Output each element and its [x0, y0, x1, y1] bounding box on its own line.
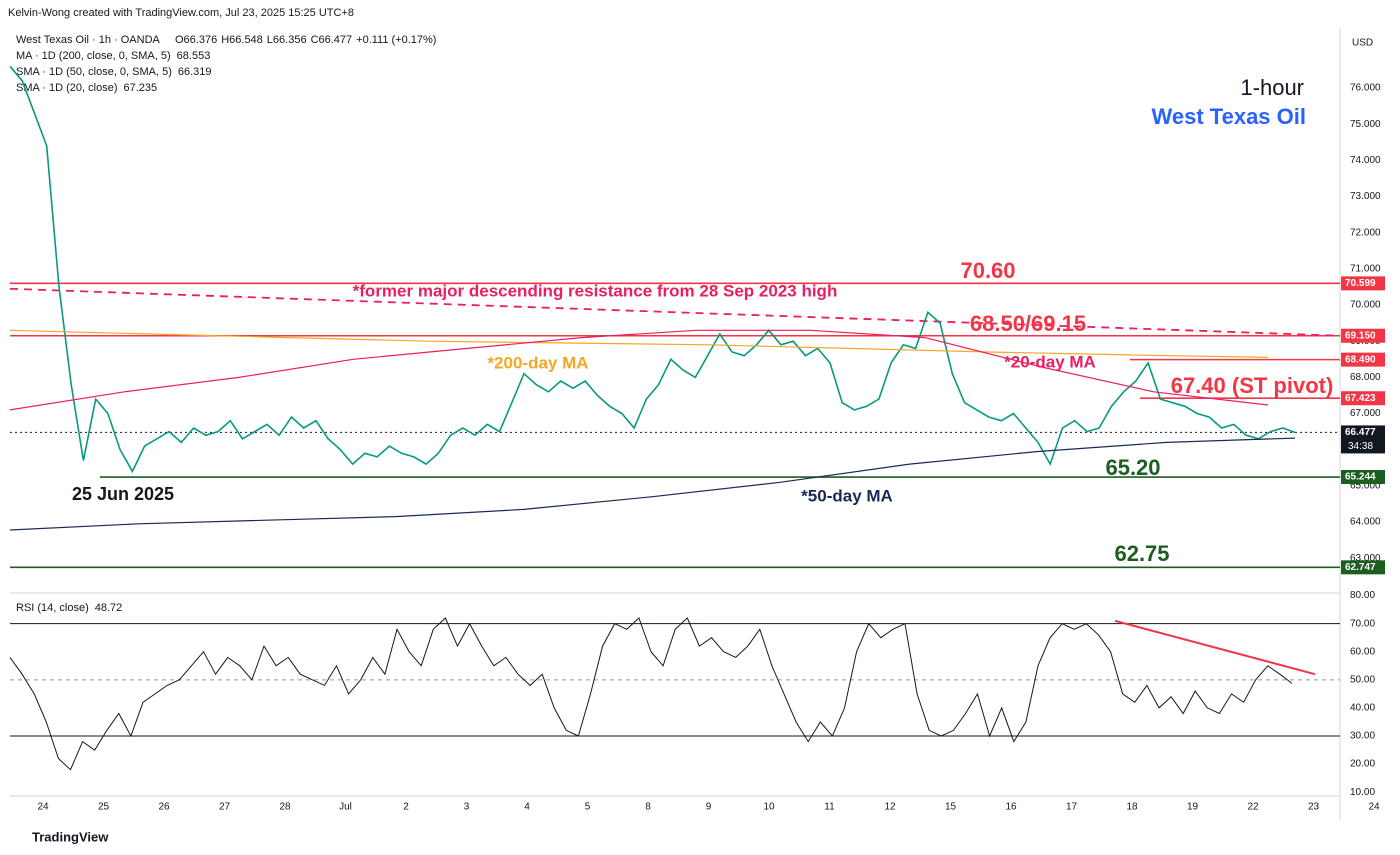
y-tick-label: 72.000 [1350, 227, 1381, 238]
x-tick-label: 11 [824, 802, 835, 813]
currency[interactable]: USD [1352, 38, 1373, 49]
y-tick-label: 40.00 [1350, 703, 1375, 714]
legend-ohlc: +0.111 (+0.17%) [356, 34, 436, 46]
price-badge-label: 66.477 [1345, 427, 1376, 438]
x-tick-label: 16 [1005, 802, 1017, 813]
y-tick-label: 63.000 [1350, 553, 1381, 564]
x-tick-label: 27 [219, 802, 231, 813]
price-badge-label: 68.490 [1345, 354, 1376, 365]
x-tick-label: 24 [37, 802, 49, 813]
y-tick-label: 80.00 [1350, 590, 1375, 601]
legend-label: MA · 1D (200, close, 0, SMA, 5) [16, 50, 171, 62]
x-tick-label: Jul [339, 802, 352, 813]
x-tick-label: 24 [1368, 802, 1380, 813]
price-badge-label: 69.150 [1345, 330, 1376, 341]
price-badge [1341, 470, 1385, 485]
ma-line [9, 329, 1269, 358]
rsi-title: RSI (14, close) [16, 602, 89, 614]
y-tick-label: 20.00 [1350, 759, 1375, 770]
y-tick-label: 67.000 [1350, 408, 1381, 419]
x-tick-label: 17 [1066, 802, 1078, 813]
x-tick-label: 3 [464, 802, 470, 813]
price-badge-label: 67.423 [1345, 393, 1376, 404]
legend-value: 66.319 [178, 66, 212, 78]
x-tick-label: 19 [1187, 802, 1199, 813]
y-tick-label: 70.00 [1350, 618, 1375, 629]
credit: Kelvin-Wong created with TradingView.com… [8, 7, 354, 19]
price-badge [1341, 352, 1385, 367]
price-badge [1341, 328, 1385, 343]
y-tick-label: 64.000 [1350, 517, 1381, 528]
x-tick-label: 23 [1308, 802, 1320, 813]
footer: TradingView [32, 829, 109, 844]
annotation: *200-day MA [487, 353, 588, 372]
y-tick-label: 75.000 [1350, 119, 1381, 130]
price-line [9, 65, 1296, 474]
x-tick-label: 12 [884, 802, 896, 813]
y-tick-label: 74.000 [1350, 155, 1381, 166]
x-tick-label: 26 [158, 802, 170, 813]
y-tick-label: 68.000 [1350, 372, 1381, 383]
resistance-line [9, 287, 1341, 337]
legend-ohlc: O66.376 [175, 34, 217, 46]
price-badge [1341, 560, 1385, 575]
legend-symbol: West Texas Oil · 1h · OANDA [16, 34, 161, 46]
annotation: *50-day MA [801, 486, 893, 505]
price-badge [1341, 276, 1385, 291]
y-tick-label: 71.000 [1350, 263, 1381, 274]
legend-ohlc: H66.548 [221, 34, 263, 46]
rsi-trend-line [1114, 619, 1316, 676]
x-tick-label: 8 [645, 802, 651, 813]
x-tick-label: 18 [1126, 802, 1138, 813]
x-tick-label: 10 [763, 802, 775, 813]
price-badge [1341, 391, 1385, 406]
annotation: *former major descending resistance from… [353, 281, 838, 300]
price-badge [1341, 425, 1385, 454]
x-tick-label: 9 [706, 802, 712, 813]
legend-ohlc: C66.477 [311, 34, 353, 46]
annotation: 67.40 (ST pivot) [1171, 373, 1334, 398]
y-tick-label: 70.000 [1350, 300, 1381, 311]
chart-title: 1-hour [1240, 75, 1304, 100]
annotation: *20-day MA [1004, 352, 1096, 371]
price-badge-label: 62.747 [1345, 562, 1376, 573]
price-badge-label: 70.599 [1345, 278, 1376, 289]
y-tick-label: 10.00 [1350, 787, 1375, 798]
y-tick-label: 76.000 [1350, 83, 1381, 94]
annotation: 25 Jun 2025 [72, 484, 174, 504]
x-tick-label: 5 [585, 802, 591, 813]
annotation: 65.20 [1105, 455, 1160, 480]
legend-ohlc: L66.356 [267, 34, 307, 46]
x-tick-label: 25 [98, 802, 110, 813]
x-tick-label: 15 [945, 802, 957, 813]
ma-line [9, 329, 1269, 411]
price-badge-label: 65.244 [1345, 472, 1376, 483]
legend-label: SMA · 1D (20, close) [16, 82, 117, 94]
y-tick-label: 60.00 [1350, 646, 1375, 657]
y-tick-label: 50.00 [1350, 674, 1375, 685]
x-tick-label: 22 [1247, 802, 1259, 813]
annotation: 70.60 [960, 258, 1015, 283]
legend-value: 67.235 [123, 82, 157, 94]
legend-value: 68.553 [177, 50, 211, 62]
x-tick-label: 2 [403, 802, 409, 813]
countdown: 34:38 [1348, 441, 1373, 452]
rsi-last: 48.72 [95, 602, 123, 614]
y-tick-label: 65.000 [1350, 480, 1381, 491]
rsi-line [9, 617, 1293, 771]
ma-line [9, 437, 1296, 531]
y-tick-label: 73.000 [1350, 191, 1381, 202]
annotation: 68.50/69.15 [970, 311, 1086, 336]
annotation: 62.75 [1114, 541, 1169, 566]
y-tick-label: 30.00 [1350, 731, 1375, 742]
x-tick-label: 28 [279, 802, 291, 813]
chart-subtitle: West Texas Oil [1152, 104, 1306, 129]
legend-label: SMA · 1D (50, close, 0, SMA, 5) [16, 66, 172, 78]
x-tick-label: 4 [524, 802, 530, 813]
